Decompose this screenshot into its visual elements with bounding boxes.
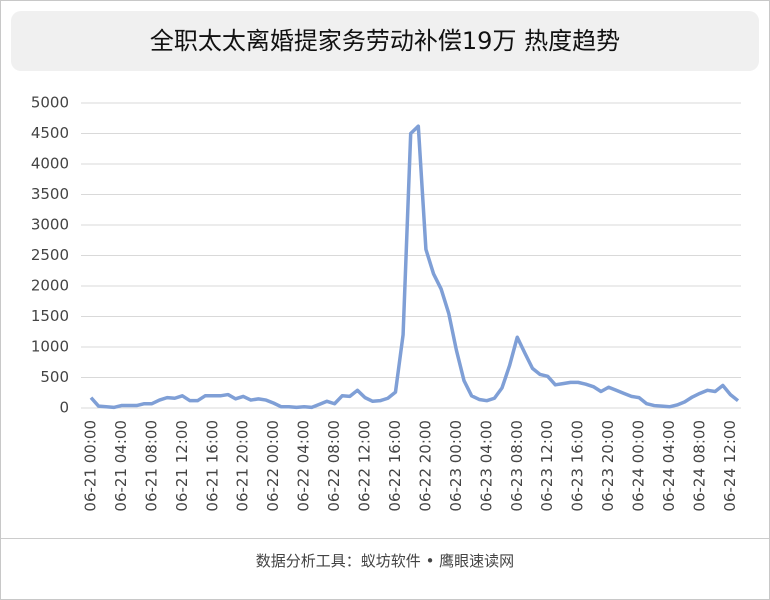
x-tick-label: 06-23 00:00 [447, 420, 465, 512]
y-tick-label: 2500 [31, 246, 69, 264]
x-tick-label: 06-22 12:00 [356, 420, 374, 512]
y-tick-label: 2000 [31, 277, 69, 295]
x-tick-label: 06-23 16:00 [569, 420, 587, 512]
x-tick-label: 06-22 08:00 [325, 420, 343, 512]
y-tick-label: 4000 [31, 155, 69, 173]
y-tick-label: 4500 [31, 124, 69, 142]
chart-title: 全职太太离婚提家务劳动补偿19万 热度趋势 [11, 11, 759, 71]
x-tick-label: 06-24 00:00 [630, 420, 648, 512]
x-tick-label: 06-22 04:00 [295, 420, 313, 512]
y-tick-label: 5000 [31, 94, 69, 112]
y-tick-label: 0 [59, 399, 69, 417]
x-tick-label: 06-22 20:00 [416, 420, 434, 512]
x-tick-label: 06-24 12:00 [721, 420, 739, 512]
x-tick-label: 06-23 08:00 [508, 420, 526, 512]
x-tick-label: 06-21 00:00 [82, 420, 100, 512]
x-tick-label: 06-23 12:00 [538, 420, 556, 512]
x-tick-label: 06-21 16:00 [203, 420, 221, 512]
x-tick-label: 06-23 20:00 [599, 420, 617, 512]
x-tick-label: 06-22 16:00 [386, 420, 404, 512]
x-tick-label: 06-23 04:00 [477, 420, 495, 512]
data-line [89, 124, 740, 410]
y-tick-label: 3000 [31, 216, 69, 234]
y-tick-label: 500 [40, 368, 69, 386]
y-tick-label: 1000 [31, 338, 69, 356]
x-tick-label: 06-24 08:00 [690, 420, 708, 512]
x-tick-label: 06-22 00:00 [264, 420, 282, 512]
y-tick-label: 3500 [31, 185, 69, 203]
x-tick-label: 06-21 04:00 [112, 420, 130, 512]
x-tick-label: 06-24 04:00 [660, 420, 678, 512]
x-tick-label: 06-21 12:00 [173, 420, 191, 512]
chart: 0 500 1000 1500 2000 2500 3000 3500 4000 4500 5000… [31, 94, 741, 512]
y-tick-label: 1500 [31, 307, 69, 325]
footer: 数据分析工具：蚁坊软件 • 鹰眼速读网 [1, 538, 769, 599]
x-tick-label: 06-21 08:00 [142, 420, 160, 512]
x-tick-label: 06-21 20:00 [234, 420, 252, 512]
